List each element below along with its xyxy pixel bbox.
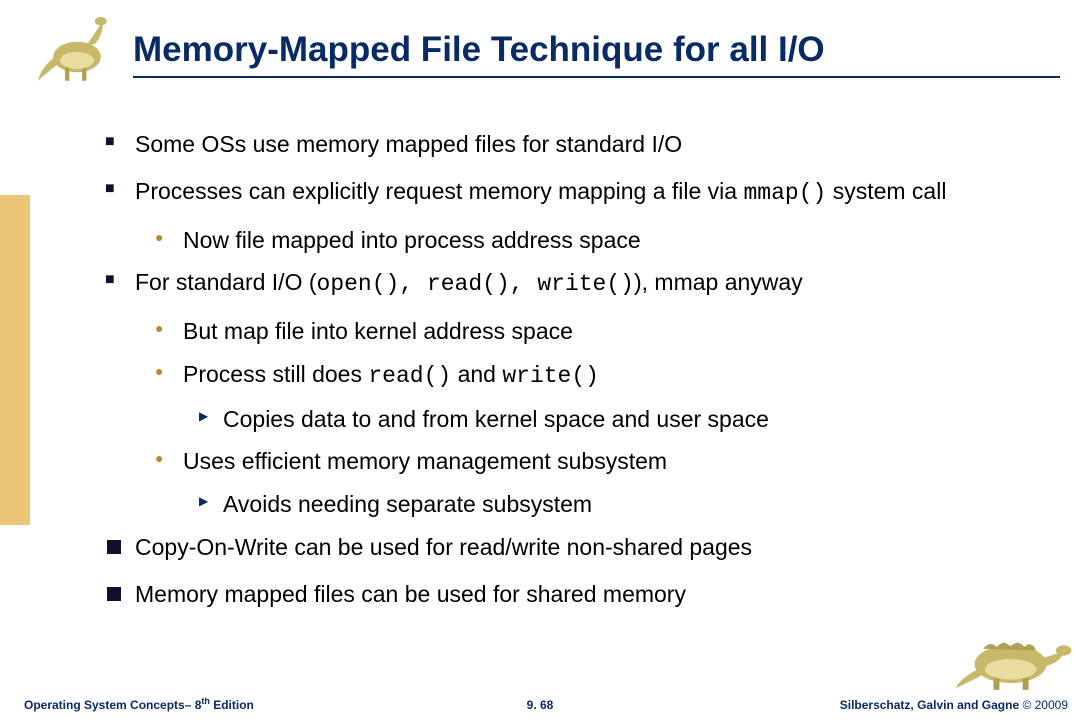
code-open-read-write: open(), read(), write() xyxy=(317,271,634,297)
code-read: read() xyxy=(368,363,451,389)
footer-book-sup: th xyxy=(201,696,210,706)
bullet-text: Uses efficient memory management subsyst… xyxy=(183,448,667,474)
footer-authors: Silberschatz, Galvin and Gagne xyxy=(840,698,1023,712)
subbullet-mapped-addrspace: Now file mapped into process address spa… xyxy=(183,226,1050,255)
bullet-text-post: system call xyxy=(826,178,946,204)
bullet-shared-memory: Memory mapped files can be used for shar… xyxy=(107,580,1050,609)
code-mmap: mmap() xyxy=(743,180,826,206)
footer-book-pre: Operating System Concepts– 8 xyxy=(24,698,201,712)
subbullet-still-read-write: Process still does read() and write() xyxy=(183,360,1050,391)
bullet-text: Now file mapped into process address spa… xyxy=(183,227,641,253)
bullet-text: Copies data to and from kernel space and… xyxy=(223,406,769,432)
footer-copyright: © 20009 xyxy=(1022,698,1068,712)
dinosaur-bottom-icon xyxy=(954,624,1074,694)
footer-right: Silberschatz, Galvin and Gagne © 20009 xyxy=(840,698,1068,712)
slide-body: Some OSs use memory mapped files for sta… xyxy=(95,130,1050,626)
bullet-text-pre: For standard I/O ( xyxy=(135,269,317,295)
code-write: write() xyxy=(502,363,599,389)
bullet-oss-stdio: Some OSs use memory mapped files for sta… xyxy=(135,130,1050,159)
tertiary-avoids-subsystem: Avoids needing separate subsystem xyxy=(223,490,1050,519)
subbullet-kernel-addrspace: But map file into kernel address space xyxy=(183,317,1050,346)
bullet-copy-on-write: Copy-On-Write can be used for read/write… xyxy=(107,533,1050,562)
slide-footer: Operating System Concepts– 8th Edition 9… xyxy=(0,696,1080,714)
bullet-text-pre: Process still does xyxy=(183,361,368,387)
footer-slide-number: 9. 68 xyxy=(527,698,554,712)
slide-title: Memory-Mapped File Technique for all I/O xyxy=(133,30,1060,78)
dinosaur-top-icon xyxy=(32,6,122,91)
bullet-text: Memory mapped files can be used for shar… xyxy=(135,581,686,607)
footer-left: Operating System Concepts– 8th Edition xyxy=(24,696,254,712)
bullet-text: Avoids needing separate subsystem xyxy=(223,491,592,517)
bullet-text-pre: Processes can explicitly request memory … xyxy=(135,178,743,204)
subbullet-efficient-mm: Uses efficient memory management subsyst… xyxy=(183,447,1050,476)
bullet-stdio-mmap-anyway: For standard I/O (open(), read(), write(… xyxy=(135,268,1050,299)
bullet-text-mid: and xyxy=(451,361,502,387)
accent-stripe xyxy=(0,195,30,525)
square-bullet-icon xyxy=(107,587,121,601)
footer-book-post: Edition xyxy=(210,698,254,712)
square-bullet-icon xyxy=(107,540,121,554)
title-container: Memory-Mapped File Technique for all I/O xyxy=(133,30,1060,78)
tertiary-copies-data: Copies data to and from kernel space and… xyxy=(223,405,1050,434)
bullet-text: But map file into kernel address space xyxy=(183,318,573,344)
bullet-text: Copy-On-Write can be used for read/write… xyxy=(135,534,752,560)
bullet-text-post: ), mmap anyway xyxy=(634,269,803,295)
bullet-mmap-syscall: Processes can explicitly request memory … xyxy=(135,177,1050,208)
bullet-text: Some OSs use memory mapped files for sta… xyxy=(135,131,682,157)
